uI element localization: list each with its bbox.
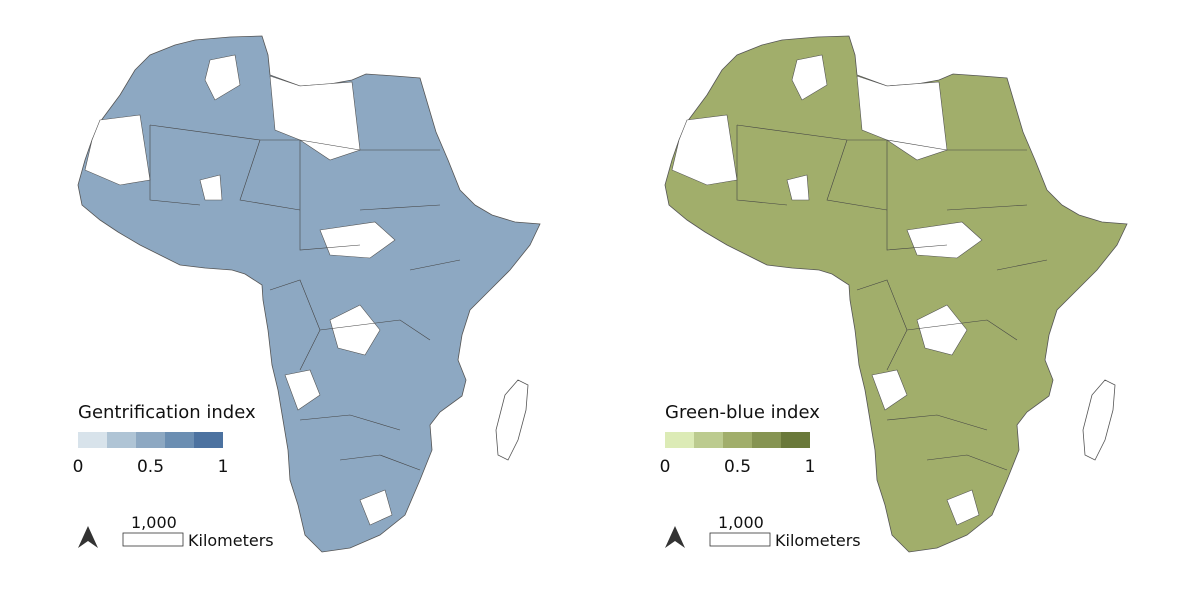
legend-swatch (752, 432, 781, 448)
no-data-region (199, 174, 223, 201)
no-data-region (269, 75, 361, 161)
country-border (906, 319, 1018, 341)
scale-unit: Kilometers (775, 531, 861, 550)
map-panel: Gentrification index 0 0.5 1 1,000 Kilometers (73, 35, 541, 553)
legend-swatch (136, 432, 165, 448)
no-data-region (84, 114, 151, 186)
country-border (856, 279, 908, 371)
country-border (736, 125, 788, 206)
legend-swatch (665, 432, 694, 448)
scale-bar (122, 532, 184, 547)
map-panel: Green-blue index 0 0.5 1 1,000 Kilometers (660, 35, 1128, 553)
country-border (996, 259, 1048, 271)
legend-tick-label: 0 (73, 457, 84, 477)
country-border (239, 139, 301, 211)
legend-tick-label: 0 (660, 457, 671, 477)
legend-title: Green-blue index (665, 402, 820, 423)
country-border (319, 319, 431, 341)
madagascar (1082, 379, 1116, 461)
scale-bar (709, 532, 771, 547)
no-data-region (946, 489, 980, 526)
no-data-region (284, 369, 321, 411)
no-data-region (329, 304, 381, 356)
country-border (269, 279, 321, 371)
no-data-region (204, 54, 241, 101)
no-data-region (906, 221, 983, 259)
no-data-region (871, 369, 908, 411)
country-border (826, 139, 888, 211)
country-border (359, 204, 441, 211)
madagascar (495, 379, 529, 461)
legend-tick-label: 1 (218, 457, 229, 477)
scale-unit: Kilometers (188, 531, 274, 550)
continent (664, 35, 1128, 553)
no-data-region (856, 75, 948, 161)
legend-swatch (194, 432, 223, 448)
continent (77, 35, 541, 553)
north-arrow (78, 526, 98, 548)
no-data-region (791, 54, 828, 101)
country-border (946, 204, 1028, 211)
country-border (149, 124, 361, 151)
no-data-region (359, 489, 393, 526)
country-border (149, 125, 201, 206)
legend-swatch (694, 432, 723, 448)
scale-label: 1,000 (718, 513, 764, 532)
legend-swatch (107, 432, 136, 448)
no-data-region (319, 221, 396, 259)
country-border (886, 140, 948, 251)
legend-swatch (723, 432, 752, 448)
legend-tick-label: 0.5 (724, 457, 751, 477)
legend-swatch (781, 432, 810, 448)
no-data-region (916, 304, 968, 356)
country-border (339, 454, 421, 471)
legend-swatch (78, 432, 107, 448)
legend-swatch (165, 432, 194, 448)
legend-tick-label: 1 (805, 457, 816, 477)
country-border (736, 124, 948, 151)
legend-title: Gentrification index (78, 402, 256, 423)
country-border (886, 414, 988, 431)
legend-tick-label: 0.5 (137, 457, 164, 477)
no-data-region (671, 114, 738, 186)
north-arrow (665, 526, 685, 548)
country-border (409, 259, 461, 271)
country-border (926, 454, 1008, 471)
scale-label: 1,000 (131, 513, 177, 532)
country-border (299, 414, 401, 431)
no-data-region (786, 174, 810, 201)
country-border (299, 140, 361, 251)
